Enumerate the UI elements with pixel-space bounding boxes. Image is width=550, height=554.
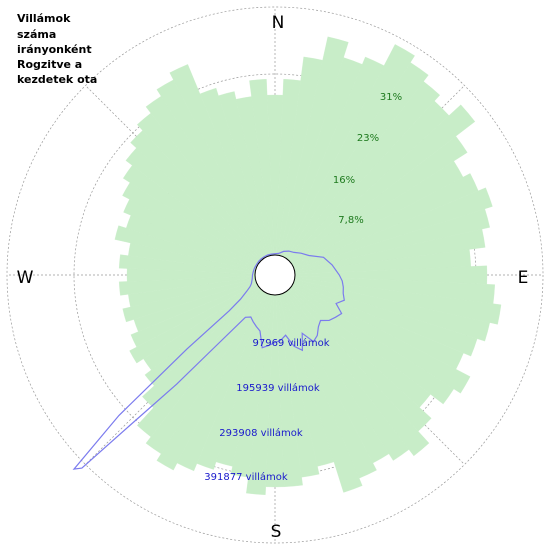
- compass-south: S: [271, 522, 282, 542]
- percent-ring-label-3: 23%: [357, 133, 379, 144]
- count-ring-label-3: 293908 villámok: [219, 427, 303, 439]
- percent-ring-label-1: 7,8%: [338, 215, 363, 226]
- title-line-5: kezdetek ota: [17, 73, 97, 86]
- count-line: [72, 250, 345, 470]
- count-ring-label-4: 391877 villámok: [204, 471, 288, 483]
- center-hole: [254, 254, 296, 296]
- count-line-layer: [72, 250, 345, 470]
- title-line-4: Rogzitve a: [17, 58, 82, 71]
- percent-ring-label-2: 16%: [333, 175, 355, 186]
- title-line-3: irányonként: [17, 43, 92, 56]
- compass-north: N: [272, 13, 285, 33]
- count-ring-label-1: 97969 villámok: [252, 337, 329, 349]
- percent-area-layer: [114, 36, 502, 495]
- center-layer: [254, 254, 296, 296]
- grid-ring-4: [6, 6, 544, 544]
- label-layer: Villámok száma irányonként Rogzitve a ke…: [17, 12, 529, 542]
- compass-west: W: [17, 268, 34, 288]
- title-line-2: száma: [17, 28, 56, 41]
- count-ring-label-2: 195939 villámok: [236, 382, 320, 394]
- percent-ring-label-4: 31%: [380, 92, 402, 103]
- title-line-1: Villámok: [17, 12, 71, 25]
- compass-east: E: [518, 268, 529, 288]
